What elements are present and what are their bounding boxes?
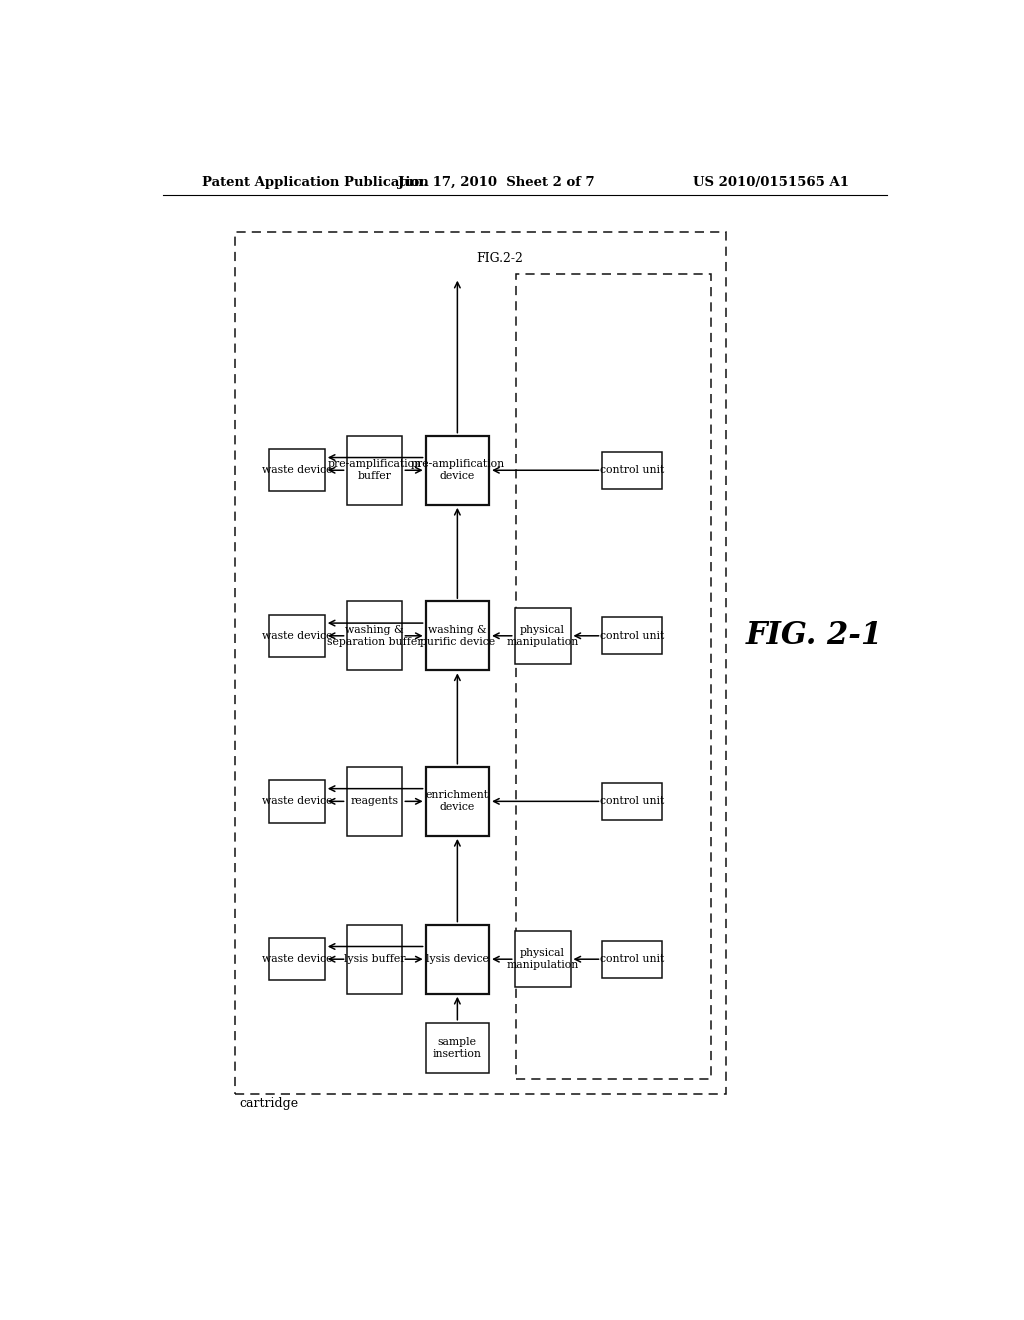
Text: pre-amplification
device: pre-amplification device (411, 459, 505, 482)
Text: FIG. 2-1: FIG. 2-1 (745, 620, 883, 651)
Text: control unit: control unit (600, 631, 664, 640)
Bar (426, 767, 489, 836)
Text: enrichment
device: enrichment device (426, 791, 488, 812)
Text: physical
manipulation: physical manipulation (507, 624, 579, 647)
Text: control unit: control unit (600, 796, 664, 807)
Bar (601, 941, 662, 978)
Text: washing &
purific device: washing & purific device (420, 624, 495, 647)
Text: Jun. 17, 2010  Sheet 2 of 7: Jun. 17, 2010 Sheet 2 of 7 (397, 176, 595, 189)
Text: cartridge: cartridge (240, 1097, 299, 1110)
Bar (269, 449, 325, 491)
Bar (601, 451, 662, 488)
Text: waste device: waste device (262, 796, 332, 807)
Bar (426, 924, 489, 994)
Text: lysis device: lysis device (426, 954, 488, 964)
Bar (515, 932, 570, 987)
Bar (269, 615, 325, 657)
Text: waste device: waste device (262, 631, 332, 640)
Bar (346, 924, 402, 994)
Bar (515, 275, 711, 1078)
Bar (601, 783, 662, 820)
Bar (426, 1023, 489, 1073)
Bar (269, 780, 325, 822)
Text: physical
manipulation: physical manipulation (507, 948, 579, 970)
Text: washing &
separation buffer: washing & separation buffer (327, 624, 422, 647)
Text: Patent Application Publication: Patent Application Publication (202, 176, 428, 189)
Text: sample
insertion: sample insertion (433, 1036, 482, 1059)
Bar (269, 939, 325, 981)
Text: control unit: control unit (600, 954, 664, 964)
Bar (234, 231, 726, 1094)
Text: waste device: waste device (262, 954, 332, 964)
Bar (346, 601, 402, 671)
Bar (346, 436, 402, 506)
Bar (601, 618, 662, 655)
Text: US 2010/0151565 A1: US 2010/0151565 A1 (693, 176, 849, 189)
Text: pre-amplification
buffer: pre-amplification buffer (328, 459, 422, 482)
Bar (346, 767, 402, 836)
Text: FIG.2-2: FIG.2-2 (476, 252, 523, 265)
Bar (426, 601, 489, 671)
Text: waste device: waste device (262, 465, 332, 475)
Bar (426, 436, 489, 506)
Text: reagents: reagents (350, 796, 398, 807)
Bar (515, 609, 570, 664)
Text: lysis buffer: lysis buffer (344, 954, 406, 964)
Text: control unit: control unit (600, 465, 664, 475)
